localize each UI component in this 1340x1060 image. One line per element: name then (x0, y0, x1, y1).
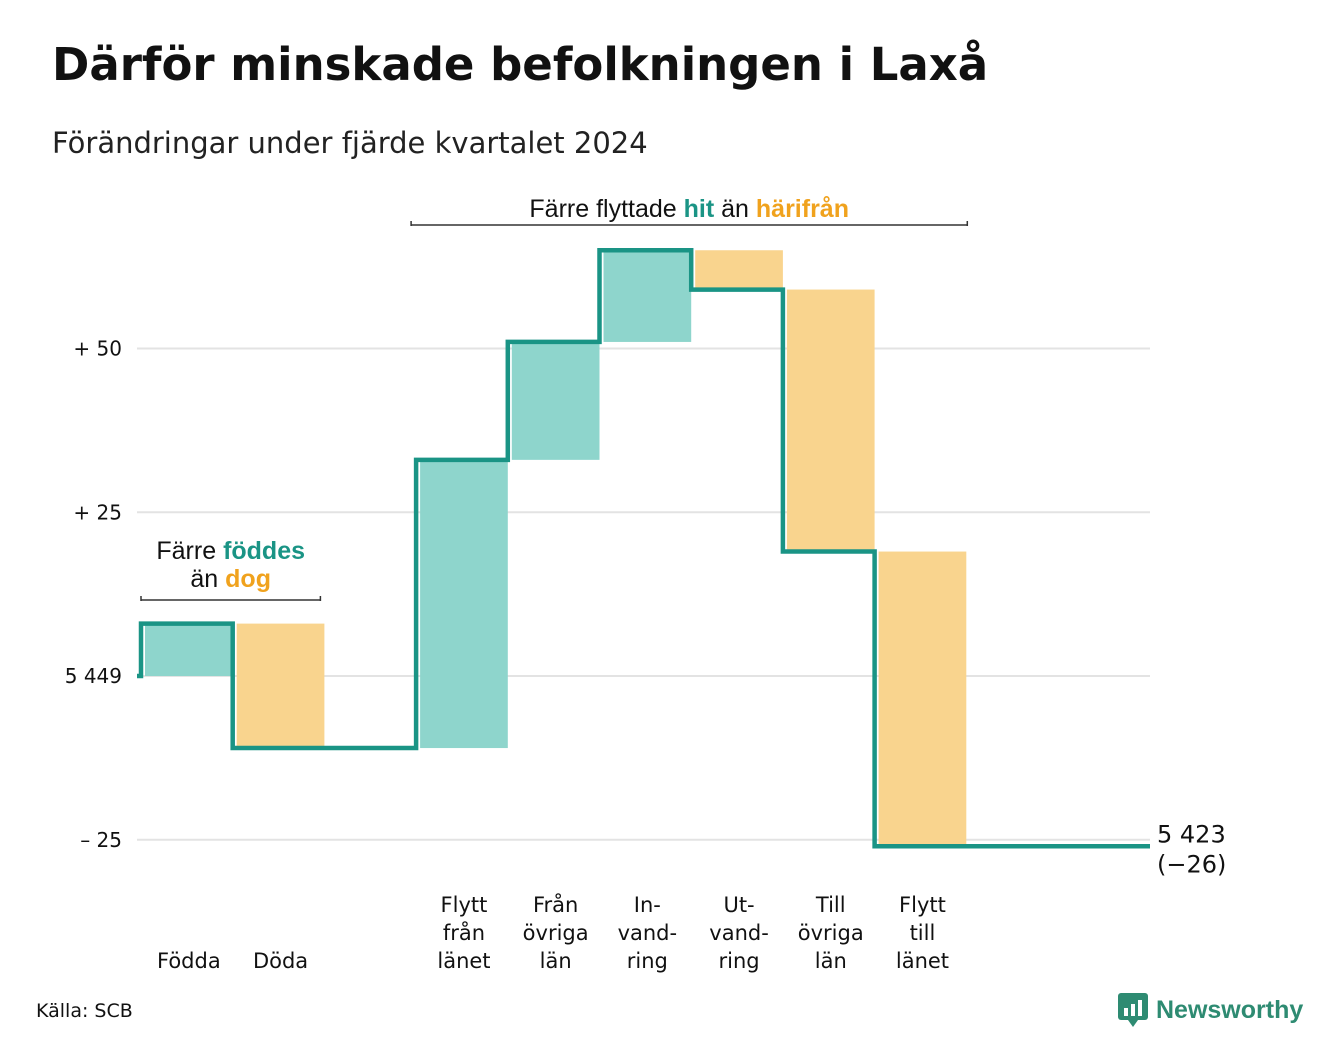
category-label-line: övriga (798, 921, 864, 945)
chart-subtitle: Förändringar under fjärde kvartalet 2024 (52, 126, 648, 160)
category-label-line: övriga (523, 921, 589, 945)
category-label-line: Födda (157, 949, 221, 973)
category-label: Flytt från länet (437, 893, 490, 973)
bar-decrease (236, 623, 325, 749)
category-label: Till övriga län (798, 893, 864, 973)
category-label-line: län (815, 949, 847, 973)
source-note: Källa: SCB (36, 1000, 133, 1022)
category-label: Flytt till länet (896, 893, 949, 973)
bar-increase (145, 623, 233, 676)
y-tick-label: 5 449 (65, 664, 122, 688)
annotation-text: Färre flyttade hit än härifrån (529, 195, 849, 223)
category-labels: Födda Döda Flytt från länet Från övriga län In-v… (157, 892, 949, 973)
y-tick-label: + 25 (73, 500, 122, 524)
category-label-line: In- (634, 893, 661, 917)
y-axis-ticks: + 50 + 25 5 449 – 25 (65, 337, 122, 852)
newsworthy-icon (1118, 993, 1148, 1027)
end-value-label: 5 423(−26) (1157, 820, 1226, 878)
y-tick-label: + 50 (73, 337, 122, 361)
bar-decrease (695, 250, 783, 290)
category-label: Döda (253, 949, 308, 973)
category-label-line: Ut- (723, 893, 754, 917)
category-label-line: Döda (253, 949, 308, 973)
bar-increase (420, 459, 508, 749)
bars (145, 250, 967, 847)
annotation-text: Färre föddes (156, 537, 305, 565)
category-label-line: länet (437, 949, 490, 973)
bar-increase (603, 250, 692, 342)
category-label: Från övriga län (523, 892, 589, 973)
end-label-line: (−26) (1157, 850, 1226, 878)
category-label-line: vand- (618, 921, 678, 945)
category-label-line: från (443, 920, 485, 945)
category-label-line: Flytt (441, 893, 488, 917)
bar-decrease (878, 551, 967, 847)
annotation-part: än (714, 195, 756, 223)
category-label: In-vand-ring (618, 893, 678, 973)
bar-increase (511, 341, 600, 460)
category-label-line: vand- (709, 921, 769, 945)
brand-name: Newsworthy (1156, 995, 1304, 1024)
category-label-line: ring (627, 949, 668, 973)
cumulative-line (137, 248, 1150, 849)
category-label-line: länet (896, 949, 949, 973)
y-tick-label: – 25 (80, 828, 122, 852)
annotation-part: än (190, 565, 225, 593)
annotation-part: hit (684, 195, 715, 223)
category-label-line: Från (533, 892, 578, 917)
annotation-part: Färre (156, 537, 223, 565)
category-label: Födda (157, 949, 221, 973)
category-label-line: län (540, 949, 572, 973)
category-label-line: Flytt (899, 893, 946, 917)
category-label: Ut-vand-ring (709, 893, 769, 973)
gridlines (137, 347, 1150, 841)
chart-title: Därför minskade befolkningen i Laxå (52, 38, 989, 91)
annotation-text: än dog (190, 565, 271, 593)
category-label-line: Till (815, 893, 846, 917)
annotation-part: härifrån (756, 195, 849, 223)
annotation-part: Färre flyttade (529, 195, 683, 223)
bar-decrease (786, 289, 875, 552)
category-label-line: ring (718, 949, 759, 973)
end-label-line: 5 423 (1157, 820, 1226, 848)
annotation-part: dog (225, 565, 271, 593)
category-label-line: till (910, 921, 936, 945)
brand-logo: Newsworthy (1118, 993, 1303, 1027)
annotation-part: föddes (223, 537, 305, 565)
cumulative-step-line (137, 248, 1150, 849)
